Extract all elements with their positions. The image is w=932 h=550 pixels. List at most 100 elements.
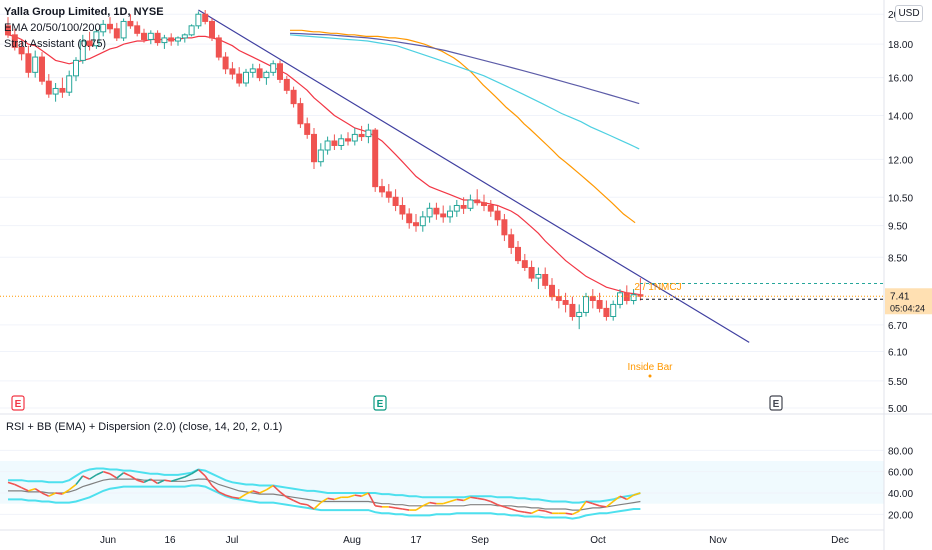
ema-lines	[7, 29, 641, 296]
rsi-tick-label: 80.00	[888, 446, 913, 457]
rsi-segment	[123, 472, 131, 477]
rsi-segment	[75, 475, 84, 485]
rsi-segment	[109, 473, 118, 479]
candle-body	[215, 37, 222, 58]
candle	[32, 50, 39, 78]
rsi-segment	[347, 494, 356, 499]
time-tick-label: Nov	[709, 535, 727, 546]
earnings-marker[interactable]: E	[11, 395, 25, 411]
candle	[209, 18, 215, 42]
candle-body	[147, 32, 154, 40]
candle-body	[515, 246, 521, 262]
candle-body	[311, 133, 317, 163]
last-price-badge	[885, 288, 932, 315]
candle-body	[413, 222, 419, 227]
rsi-segment	[415, 505, 424, 511]
candle	[467, 194, 474, 212]
rsi-segment	[334, 496, 342, 501]
rsi-tick-label: 40.00	[888, 489, 913, 500]
rsi-segment	[483, 498, 492, 503]
candle-body	[175, 37, 181, 42]
rsi-segment	[320, 497, 329, 504]
candle-body	[372, 129, 379, 188]
candle	[290, 86, 297, 108]
rsi-legend[interactable]: RSI + BB (EMA) + Dispersion (2.0) (close…	[6, 421, 283, 433]
price-tick-label: 9.50	[888, 222, 908, 233]
candle	[86, 31, 93, 51]
rsi-segment	[585, 500, 594, 505]
rsi-segment	[177, 476, 186, 480]
candle	[243, 68, 249, 87]
symbol-title[interactable]: Yalla Group Limited, 1D, NYSE	[4, 6, 164, 18]
rsi-segment	[490, 500, 498, 506]
candle	[426, 202, 433, 223]
rsi-segment	[497, 503, 505, 508]
candle-body	[317, 149, 324, 163]
candle	[147, 30, 154, 45]
candle	[18, 39, 25, 61]
candle-body	[52, 87, 59, 95]
candle-body	[596, 300, 603, 309]
rsi-segment	[524, 511, 532, 515]
rsi-segment	[565, 512, 573, 516]
candle	[637, 278, 644, 301]
candle	[59, 77, 66, 98]
candle-body	[433, 207, 440, 215]
candle	[175, 36, 181, 46]
rsi-segment	[361, 492, 369, 497]
candle-body	[236, 73, 243, 84]
rsi-segment	[157, 479, 165, 485]
candle	[100, 19, 107, 37]
candle-body	[521, 260, 528, 268]
candle	[127, 14, 134, 29]
candle	[440, 205, 447, 223]
candle-body	[419, 216, 426, 227]
earnings-marker-letter: E	[773, 399, 780, 410]
candle	[181, 33, 188, 43]
candle-body	[351, 133, 358, 142]
candle-body	[562, 300, 569, 305]
rsi-segment	[204, 475, 213, 486]
candle-body	[25, 53, 32, 73]
candle	[474, 189, 481, 206]
candle	[66, 70, 73, 96]
candle-body	[501, 219, 508, 236]
candle	[528, 260, 535, 282]
candle-body	[290, 89, 297, 105]
candle	[433, 202, 440, 220]
price-tick-label: 12.00	[888, 155, 913, 166]
rsi-segment	[34, 488, 43, 494]
candle-body	[202, 13, 209, 22]
candle	[188, 24, 195, 37]
candle	[623, 285, 630, 305]
earnings-marker[interactable]: E	[373, 395, 387, 411]
ema-legend[interactable]: EMA 20/50/100/200	[4, 22, 101, 34]
rsi-segment	[388, 506, 396, 509]
candle	[256, 63, 263, 82]
inside-bar-label: Inside Bar	[627, 362, 673, 373]
time-tick-label: Dec	[831, 535, 849, 546]
candle-body	[583, 296, 589, 313]
candle-body	[243, 71, 249, 84]
candle-body	[358, 133, 365, 138]
candle	[569, 296, 576, 321]
rsi-panel: 80.00 60.00 40.00 20.00	[0, 446, 913, 521]
rsi-segment	[232, 496, 240, 500]
earnings-marker[interactable]: E	[769, 395, 783, 411]
candle-body	[188, 25, 195, 36]
candle-body	[481, 202, 487, 206]
earnings-marker-letter: E	[377, 399, 384, 410]
strat-legend[interactable]: Strat Assistant (0.75)	[4, 38, 107, 50]
candle	[419, 211, 426, 232]
currency-button[interactable]: USD	[895, 5, 923, 22]
rsi-segment	[252, 490, 260, 494]
bar-countdown: 05:04:24	[890, 303, 925, 313]
rsi-segment	[102, 470, 111, 475]
rsi-segment	[605, 500, 614, 508]
rsi-segment	[572, 510, 580, 516]
rsi-segment	[21, 486, 29, 492]
candle	[134, 21, 141, 37]
rsi-segment	[422, 501, 430, 507]
